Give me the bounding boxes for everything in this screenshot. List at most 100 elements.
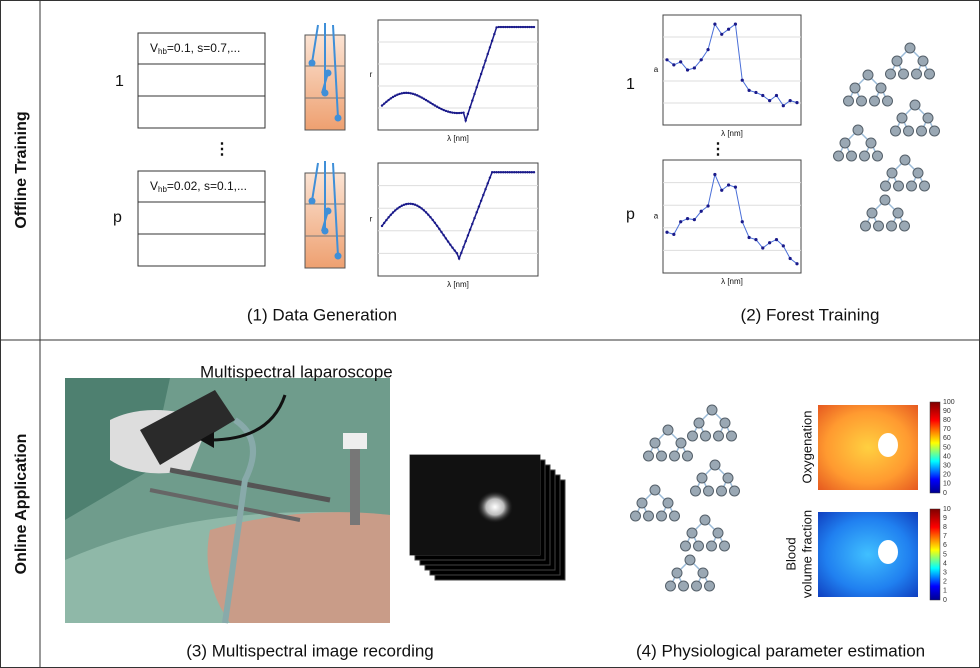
point bbox=[471, 99, 473, 101]
section-label: Online Application bbox=[13, 434, 30, 575]
point bbox=[498, 171, 500, 173]
point bbox=[504, 26, 506, 28]
tree-node bbox=[688, 431, 698, 441]
tree-node bbox=[704, 486, 714, 496]
point bbox=[495, 171, 497, 173]
row-label: 1 bbox=[626, 76, 635, 93]
point bbox=[775, 238, 778, 241]
tree-node bbox=[905, 43, 915, 53]
row-label: ⋮ bbox=[214, 141, 230, 158]
point bbox=[462, 246, 464, 248]
photon bbox=[325, 70, 332, 77]
point bbox=[686, 68, 689, 71]
point bbox=[465, 240, 467, 242]
point bbox=[693, 218, 696, 221]
point bbox=[394, 209, 396, 211]
colorbar bbox=[930, 402, 940, 493]
point bbox=[489, 46, 491, 48]
colorbar-tick: 20 bbox=[943, 472, 951, 479]
point bbox=[476, 211, 478, 213]
tree-node bbox=[713, 528, 723, 538]
point bbox=[429, 102, 431, 104]
point bbox=[396, 207, 398, 209]
axis-label: λ [nm] bbox=[447, 280, 469, 289]
point bbox=[403, 92, 405, 94]
colorbar-tick: 40 bbox=[943, 453, 951, 460]
colorbar-tick: 70 bbox=[943, 426, 951, 433]
colorbar-tick: 50 bbox=[943, 444, 951, 451]
var: V bbox=[150, 41, 158, 55]
point bbox=[445, 110, 447, 112]
point bbox=[520, 26, 522, 28]
point bbox=[383, 222, 385, 224]
tree-node bbox=[714, 431, 724, 441]
point bbox=[401, 92, 403, 94]
point bbox=[517, 171, 519, 173]
point bbox=[513, 171, 515, 173]
tree-node bbox=[897, 113, 907, 123]
point bbox=[427, 213, 429, 215]
tree-node bbox=[883, 96, 893, 106]
image-stack bbox=[410, 455, 565, 580]
tree-node bbox=[730, 486, 740, 496]
colorbar-tick: 1 bbox=[943, 588, 947, 595]
point bbox=[392, 96, 394, 98]
point bbox=[453, 112, 455, 114]
colorbar-tick: 0 bbox=[943, 490, 947, 497]
point bbox=[440, 108, 442, 110]
tree-node bbox=[861, 221, 871, 231]
colorbar-tick: 0 bbox=[943, 597, 947, 604]
figure: Offline Training Online Application 1 ⋮ … bbox=[0, 0, 980, 668]
tree-node bbox=[894, 181, 904, 191]
tree-node bbox=[917, 126, 927, 136]
rest: =0.1, s=0.7,... bbox=[167, 41, 240, 55]
rest: =0.02, s=0.1,... bbox=[167, 179, 247, 193]
photo bbox=[65, 378, 390, 623]
axis-label: r bbox=[370, 70, 373, 79]
photon bbox=[325, 208, 332, 215]
tree-node bbox=[670, 451, 680, 461]
point bbox=[727, 28, 730, 31]
colorbar-tick: 90 bbox=[943, 408, 951, 415]
map-label: volume fraction bbox=[799, 510, 814, 598]
tree-node bbox=[847, 151, 857, 161]
point bbox=[511, 171, 513, 173]
point bbox=[465, 119, 467, 121]
point bbox=[754, 238, 757, 241]
point bbox=[478, 79, 480, 81]
point bbox=[476, 86, 478, 88]
point bbox=[720, 33, 723, 36]
point bbox=[449, 243, 451, 245]
point bbox=[387, 99, 389, 101]
point bbox=[679, 60, 682, 63]
point bbox=[390, 97, 392, 99]
point bbox=[407, 92, 409, 94]
point bbox=[381, 225, 383, 227]
caption: (3) Multispectral image recording bbox=[186, 641, 434, 660]
section-label: Offline Training bbox=[13, 111, 30, 228]
point bbox=[447, 110, 449, 112]
tree-node bbox=[910, 100, 920, 110]
point bbox=[414, 204, 416, 206]
point bbox=[456, 112, 458, 114]
tree-node bbox=[707, 541, 717, 551]
tree-node bbox=[887, 221, 897, 231]
tree-node bbox=[876, 83, 886, 93]
point bbox=[531, 171, 533, 173]
point bbox=[487, 53, 489, 55]
colorbar-tick: 100 bbox=[943, 399, 955, 406]
tree-node bbox=[672, 568, 682, 578]
var: V bbox=[150, 179, 158, 193]
tree-node bbox=[698, 568, 708, 578]
tree-node bbox=[692, 581, 702, 591]
tree-node bbox=[650, 485, 660, 495]
tree-node bbox=[691, 486, 701, 496]
tree-node bbox=[913, 168, 923, 178]
photon bbox=[309, 198, 316, 205]
tree-node bbox=[644, 451, 654, 461]
colorbar-tick: 6 bbox=[943, 542, 947, 549]
point bbox=[493, 171, 495, 173]
point bbox=[418, 206, 420, 208]
point bbox=[392, 211, 394, 213]
point bbox=[396, 94, 398, 96]
